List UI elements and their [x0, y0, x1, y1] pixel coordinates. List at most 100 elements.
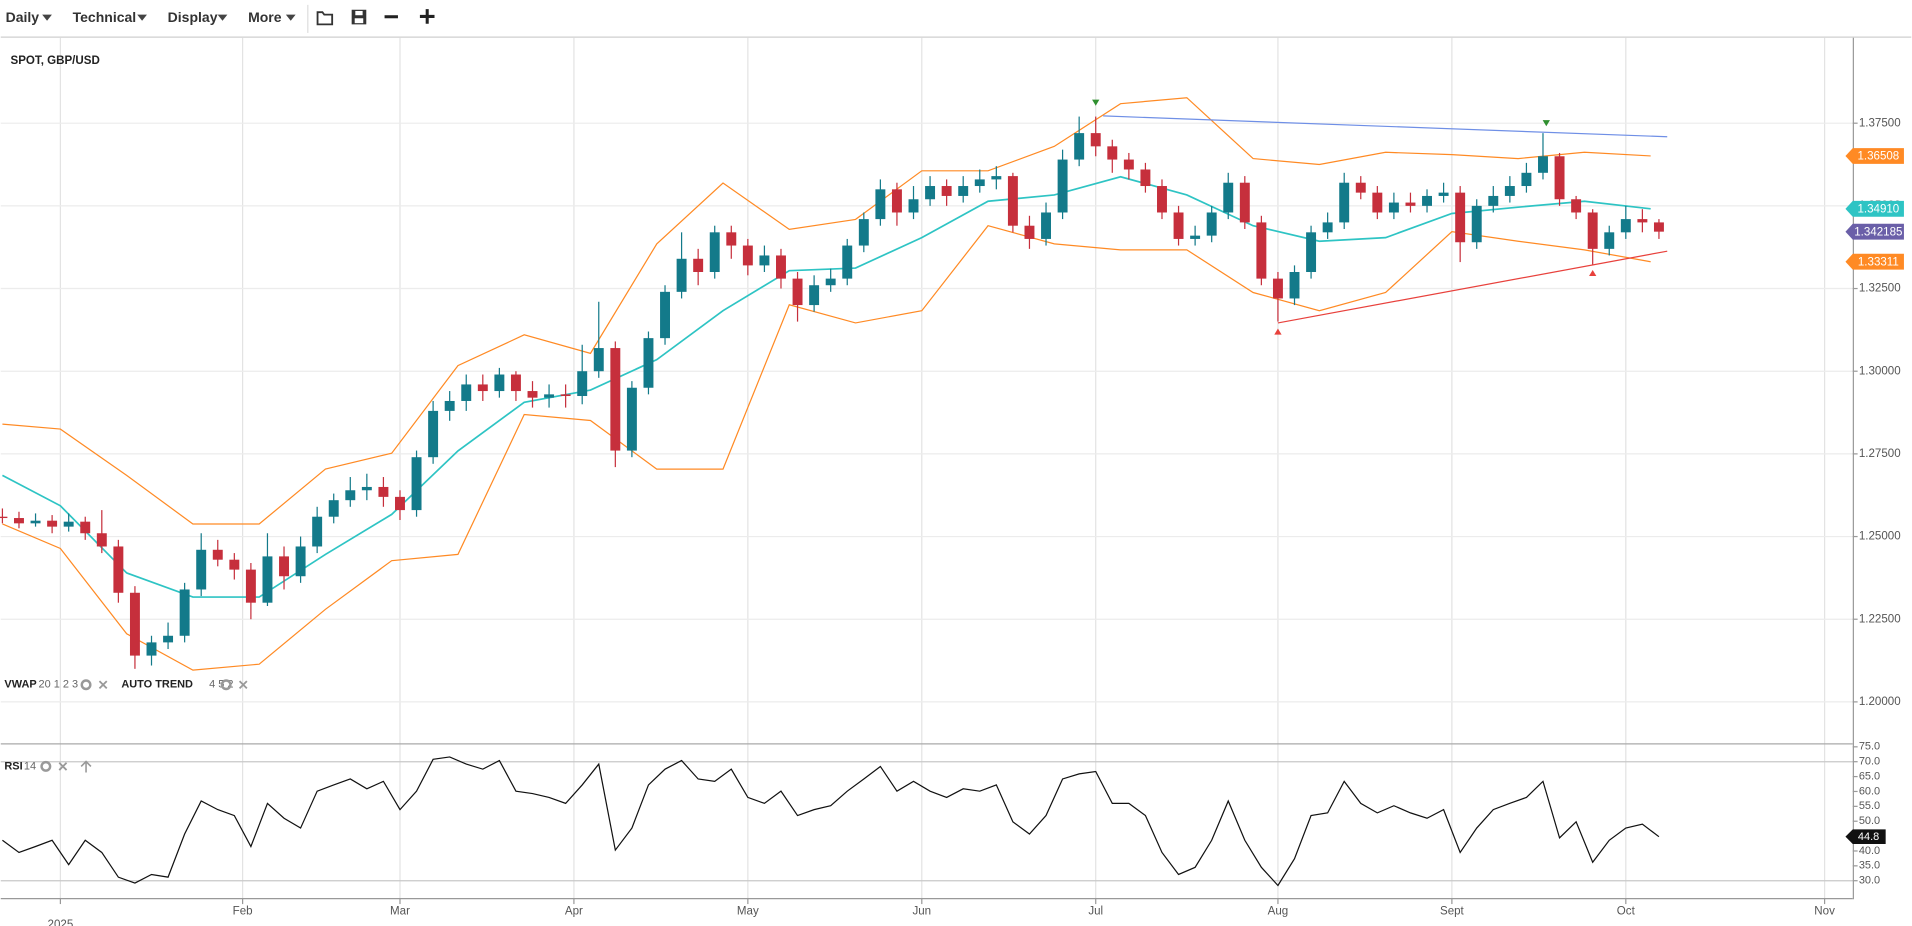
price-tag — [1845, 200, 1904, 217]
candle-body — [1422, 195, 1432, 206]
candle-body — [1190, 235, 1201, 239]
trend-line — [1103, 115, 1668, 138]
pivot-marker — [1092, 99, 1100, 106]
candle-body — [1554, 156, 1565, 200]
close-icon[interactable] — [98, 680, 108, 690]
trend-line — [1277, 250, 1668, 324]
candle-body — [1256, 222, 1267, 279]
candle-body — [1339, 182, 1350, 223]
x-tick-label: May — [737, 905, 759, 917]
candle-body — [262, 556, 273, 603]
x-tick-label: Apr — [565, 905, 583, 917]
candle-body — [709, 232, 720, 273]
candle-body — [1306, 232, 1317, 273]
candle-body — [113, 546, 124, 593]
x-tick-label: Feb — [233, 905, 253, 917]
menu-daily[interactable]: Daily — [6, 9, 40, 25]
candle-body — [941, 186, 952, 196]
close-icon[interactable] — [238, 680, 248, 690]
zoom-in-icon[interactable] — [419, 9, 435, 24]
y-tick-label: 55.0 — [1859, 800, 1880, 812]
indicator-line — [2, 97, 1651, 525]
candle-body — [1074, 133, 1085, 160]
candle-body — [908, 199, 919, 213]
x-tick-label: Sept — [1440, 905, 1465, 917]
y-tick-label: 1.30000 — [1859, 365, 1901, 377]
candle-body — [1471, 205, 1482, 243]
candle-body — [792, 278, 803, 306]
candle-body — [577, 371, 588, 397]
menu-technical[interactable]: Technical — [73, 9, 137, 25]
save-icon[interactable] — [351, 9, 367, 25]
candle-body — [1538, 156, 1548, 173]
candle-body — [660, 291, 670, 339]
candle-body — [196, 549, 207, 590]
candle-body — [494, 374, 505, 392]
candle-body — [1488, 195, 1499, 206]
candle-body — [891, 189, 902, 213]
settings-icon[interactable] — [40, 760, 52, 772]
candle-body — [759, 255, 770, 266]
price-tag — [1845, 223, 1904, 240]
candle-body — [1140, 169, 1151, 187]
price-tag-label: 1.36508 — [1857, 151, 1899, 163]
candle-body — [1637, 219, 1648, 223]
candle-body — [676, 258, 687, 292]
rsi-title: RSI — [4, 760, 22, 772]
candle-body — [1405, 202, 1416, 206]
candle-body — [179, 589, 190, 636]
candle-body — [925, 186, 936, 200]
candle-body — [146, 642, 157, 656]
candle-body — [80, 521, 91, 534]
indicator-name: VWAP — [4, 679, 36, 691]
x-tick-label: Jul — [1088, 905, 1103, 917]
candle-body — [477, 384, 488, 392]
move-up-icon[interactable] — [80, 760, 92, 773]
y-tick-label: 1.27500 — [1859, 448, 1901, 460]
y-tick-label: 60.0 — [1859, 785, 1880, 797]
y-tick-label: 1.32500 — [1859, 283, 1901, 295]
settings-icon[interactable] — [80, 679, 92, 691]
axes: 2025 Feb Mar Apr May Jun Jul Aug Sept Oct Nov 1.200… — [0, 37, 1904, 926]
menu-display[interactable]: Display — [168, 9, 218, 25]
candle-body — [1604, 232, 1615, 249]
y-tick-label: 1.25000 — [1859, 531, 1901, 543]
candle-body — [726, 232, 737, 246]
y-tick-label: 1.22500 — [1859, 613, 1901, 625]
x-tick-label: Oct — [1617, 905, 1636, 917]
candle-body — [129, 592, 140, 656]
candle-body — [1173, 212, 1184, 239]
candle-body — [842, 245, 853, 279]
zoom-out-icon[interactable] — [384, 15, 398, 19]
close-icon[interactable] — [58, 762, 68, 771]
candle-body — [1057, 159, 1068, 213]
candle-body — [345, 490, 356, 501]
pivot-marker — [1589, 269, 1597, 277]
candle-body — [958, 186, 969, 196]
price-tag-label: 1.342185 — [1854, 226, 1902, 238]
candle-body — [1007, 176, 1018, 226]
candle-body — [1041, 212, 1051, 239]
open-icon[interactable] — [316, 11, 334, 26]
candle-body — [1206, 212, 1217, 236]
candle-body — [1455, 192, 1466, 243]
x-tick-label: 2025 — [48, 919, 74, 926]
candle-body — [1620, 219, 1631, 233]
candle-body — [1090, 133, 1101, 147]
candle-body — [1438, 192, 1449, 196]
candle-body — [593, 348, 604, 372]
candle-body — [328, 500, 339, 517]
candle-body — [544, 394, 555, 398]
candle-body — [1504, 186, 1515, 196]
indicator-line — [2, 225, 1651, 671]
candle-body — [560, 394, 571, 397]
settings-icon[interactable] — [220, 679, 232, 691]
y-tick-label: 70.0 — [1859, 756, 1880, 768]
candle-body — [610, 348, 621, 451]
menu-more[interactable]: More — [248, 9, 282, 25]
candle-body — [1157, 186, 1167, 213]
candle-body — [279, 556, 289, 577]
candle-body — [229, 559, 240, 570]
candle-body — [875, 189, 886, 220]
candle-body — [1355, 182, 1366, 193]
